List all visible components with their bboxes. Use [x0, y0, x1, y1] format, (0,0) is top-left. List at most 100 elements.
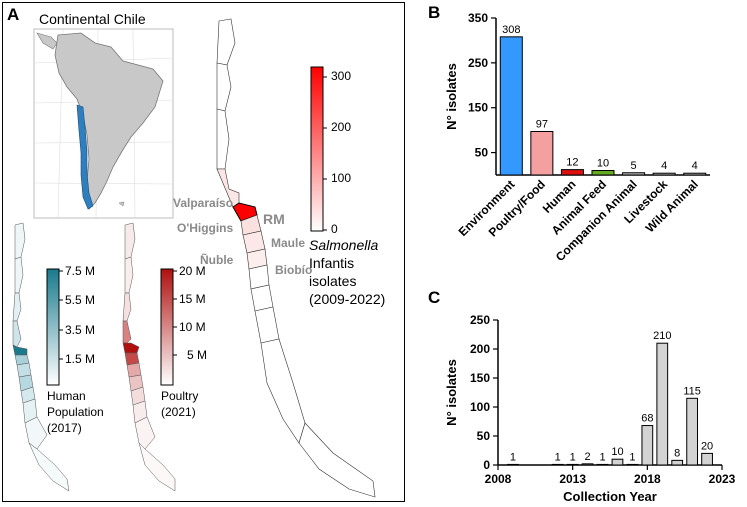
poultry-map: [122, 222, 176, 492]
bar-value-label: 1: [555, 451, 561, 463]
salmonella-tick-200: 200: [331, 120, 352, 134]
bar-value-label: 308: [502, 24, 520, 36]
bar: [626, 463, 639, 466]
bar: [652, 172, 676, 176]
y-tick-label: 200: [470, 342, 490, 356]
salmonella-legend-line3: isolates: [309, 273, 357, 289]
human-legend-line3: (2017): [47, 421, 82, 435]
salmonella-legend-line4: (2009-2022): [309, 291, 386, 307]
y-tick-label: 150: [470, 371, 490, 385]
region-label-valparaiso: Valparaíso: [173, 196, 234, 210]
x-axis-title: Collection Year: [563, 489, 657, 504]
salmonella-tick-300: 300: [331, 69, 352, 83]
bar: [499, 36, 523, 176]
bar-value-label: 1: [510, 451, 516, 463]
region-label-ohiggins: O'Higgins: [177, 221, 234, 235]
panel-letter-b: B: [428, 3, 441, 22]
bar-value-label: 5: [631, 160, 637, 172]
x-tick-label: 2013: [559, 472, 586, 486]
y-tick-label: 250: [468, 56, 488, 70]
poultry-legend-line2: (2021): [161, 405, 196, 419]
x-tick-label: 2018: [634, 472, 661, 486]
y-tick-label: 150: [468, 101, 488, 115]
salmonella-colorbar: [310, 66, 324, 232]
y-tick-label: 0: [483, 458, 490, 472]
poultry-tick-15m: 15 M: [179, 292, 206, 306]
bar-value-label: 12: [566, 157, 578, 169]
poultry-legend-line1: Poultry: [161, 389, 199, 403]
salmonella-map: [216, 18, 376, 498]
y-tick-label: 250: [470, 313, 490, 327]
bar: [591, 170, 615, 176]
poultry-colorbar: [160, 268, 174, 386]
bar-value-label: 1: [570, 451, 576, 463]
bar-value-label: 8: [674, 447, 680, 459]
y-tick-label: 100: [470, 400, 490, 414]
bar-value-label: 68: [641, 413, 653, 425]
bar-value-label: 10: [611, 446, 623, 458]
south-america-inset: [33, 28, 174, 219]
map-panel: Continental Chile Valparaíso O'Higgins Ñ…: [2, 2, 405, 502]
region-label-biobio: Biobío: [275, 263, 313, 277]
bar: [551, 463, 564, 466]
central-america-landmass: [36, 32, 58, 50]
salmonella-tick-0: 0: [331, 222, 338, 236]
bar: [507, 463, 519, 466]
region-label-rm: RM: [263, 211, 285, 227]
bar: [656, 342, 669, 466]
poultry-tick-10m: 10 M: [179, 320, 206, 334]
inset-title: Continental Chile: [39, 11, 146, 27]
south-america-landmass: [54, 32, 164, 210]
bar: [622, 172, 646, 176]
human-tick-3-5m: 3.5 M: [65, 323, 96, 337]
bar-value-label: 1: [599, 451, 605, 463]
x-tick-label: 2023: [709, 472, 736, 486]
bar: [530, 130, 554, 176]
bar-value-label: 97: [536, 118, 548, 130]
bar-value-label: 1: [629, 451, 635, 463]
human-tick-7-5m: 7.5 M: [65, 264, 96, 278]
panel-letter-a: A: [7, 5, 20, 24]
bar: [683, 172, 707, 176]
human-tick-5-5m: 5.5 M: [65, 293, 96, 307]
panel-letter-c: C: [428, 288, 441, 307]
bar-value-label: 4: [692, 160, 698, 172]
human-legend-line1: Human: [47, 389, 86, 403]
x-tick-label: 2008: [485, 472, 512, 486]
poultry-tick-20m: 20 M: [179, 264, 206, 278]
bar-value-label: 2: [585, 451, 591, 463]
salmonella-legend-title: Salmonella: [309, 237, 379, 253]
y-tick-label: 50: [477, 429, 491, 443]
y-axis-title: N° isolates: [444, 359, 459, 426]
chile-highlight: [76, 104, 94, 210]
bar-value-label: 4: [661, 160, 667, 172]
y-axis-title: N° isolates: [444, 63, 459, 130]
bar: [581, 463, 594, 466]
falklands-shape: [118, 201, 125, 207]
bar-value-label: 10: [597, 158, 609, 170]
bar: [686, 397, 699, 466]
chile-maps: [12, 18, 376, 498]
bar-value-label: 20: [701, 440, 713, 452]
bar: [701, 452, 713, 466]
human-population-map: [12, 222, 70, 492]
bar: [566, 463, 579, 466]
human-legend-line2: Population: [47, 405, 104, 419]
y-tick-label: 50: [475, 146, 489, 160]
bar: [596, 463, 609, 466]
y-tick-label: 350: [468, 11, 488, 25]
human-tick-1-5m: 1.5 M: [65, 352, 96, 366]
salmonella-tick-100: 100: [331, 171, 352, 185]
bar: [560, 169, 584, 176]
bar-value-label: 210: [653, 330, 671, 342]
salmonella-legend-line2: Infantis: [309, 255, 355, 271]
region-label-nuble: Ñuble: [200, 253, 234, 267]
region-label-maule: Maule: [271, 236, 306, 250]
bar: [671, 459, 684, 466]
human-colorbar: [46, 268, 60, 386]
bar: [611, 458, 624, 466]
bar-value-label: 115: [683, 385, 701, 397]
bar: [641, 425, 654, 466]
